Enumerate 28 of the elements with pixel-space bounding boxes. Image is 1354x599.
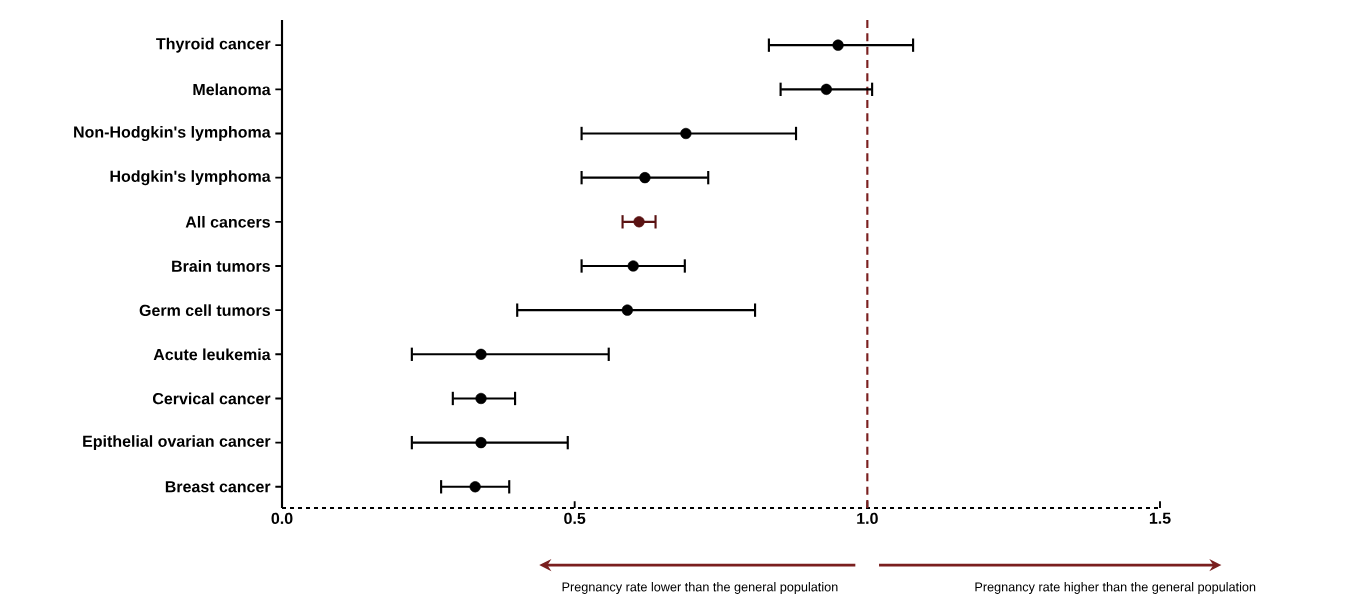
y-tick-label: Thyroid cancer — [156, 37, 271, 53]
y-tick-label: Breast cancer — [165, 481, 271, 493]
x-tick-label: 1.0 — [857, 512, 878, 525]
point — [633, 216, 645, 228]
y-tick-label: Hodgkin's lymphoma — [110, 170, 271, 186]
point — [475, 437, 487, 449]
y-tick-label: Non-Hodgkin's lymphoma — [74, 126, 271, 141]
point — [820, 83, 832, 95]
point — [627, 260, 639, 272]
point — [621, 304, 633, 316]
y-tick-label: Cervical cancer — [152, 392, 271, 405]
point — [469, 481, 481, 493]
point — [832, 39, 844, 51]
x-tick-label: 0.5 — [564, 512, 586, 525]
y-tick-label: All cancers — [185, 215, 270, 228]
y-tick-label: Melanoma — [193, 83, 271, 96]
y-tick-label: Brain tumors — [172, 260, 270, 272]
text: Pregnancy rate higher than the general population — [975, 582, 1256, 594]
point — [680, 127, 692, 140]
text: Pregnancy rate lower than the general population — [562, 582, 838, 594]
point — [639, 172, 651, 184]
point — [475, 348, 487, 360]
x-tick-label: 0.0 — [271, 512, 293, 525]
y-tick-label: Germ cell tumors — [139, 304, 270, 317]
x-tick-label: 1.5 — [1149, 512, 1171, 524]
y-tick-label: Acute leukemia — [153, 348, 271, 361]
point — [475, 392, 487, 405]
y-tick-label: Epithelial ovarian cancer — [83, 435, 271, 451]
